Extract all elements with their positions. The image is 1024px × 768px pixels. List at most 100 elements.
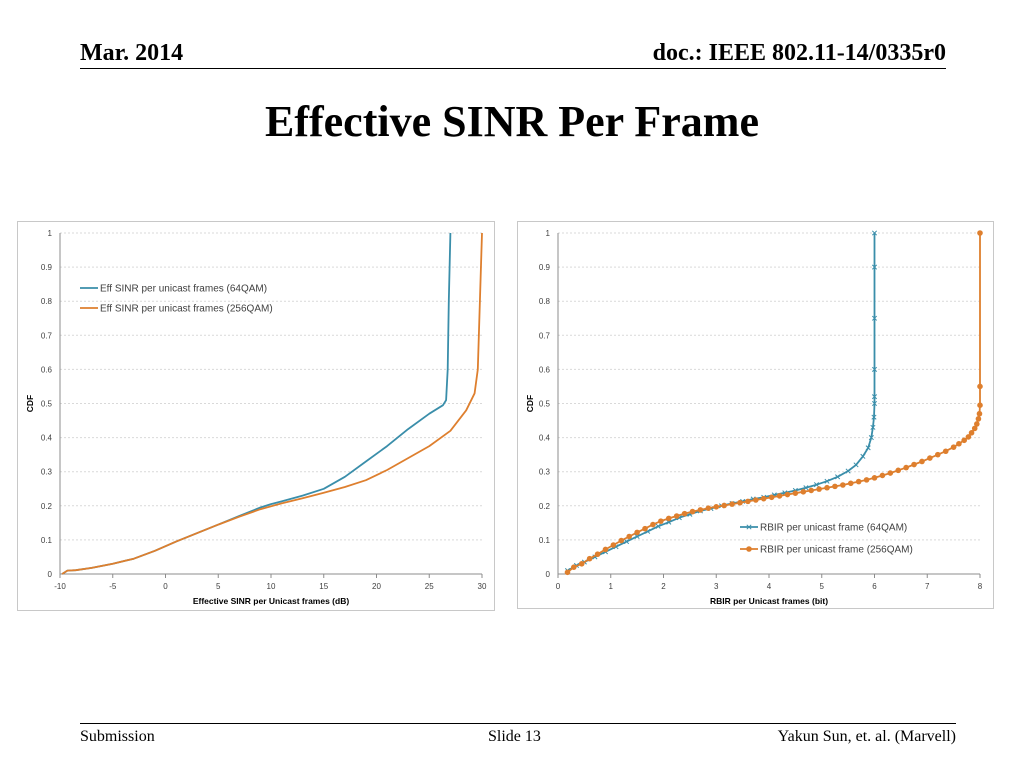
legend-label-2: RBIR per unicast frame (256QAM) <box>760 545 913 556</box>
y-tick-label: 1 <box>48 229 53 238</box>
data-point <box>942 448 949 455</box>
x-tick-label: 7 <box>925 582 930 591</box>
chart-sinr-svg: 0 0.1 0.2 0.3 0.4 0.5 0.6 0.7 0.8 0.9 1 -10 -5 0 5 10 15… <box>25 229 487 606</box>
data-point <box>845 468 851 474</box>
data-point <box>803 485 809 491</box>
data-point <box>571 564 577 570</box>
data-point <box>870 424 876 430</box>
y-tick-label: 0.3 <box>539 468 551 477</box>
data-point <box>618 537 625 544</box>
x-tick-label: 30 <box>478 582 487 591</box>
y-tick-label: 0.5 <box>539 400 551 409</box>
data-point <box>776 493 783 499</box>
series-line-2 <box>61 232 483 575</box>
y-tick-label: 1 <box>546 229 551 238</box>
y-tick-label: 0.5 <box>41 400 53 409</box>
x-tick-label: 6 <box>872 582 877 591</box>
data-point <box>578 560 585 567</box>
data-point <box>586 555 593 562</box>
y-tick-label: 0.2 <box>41 502 53 511</box>
x-axis-title: RBIR per Unicast frames (bit) <box>710 596 828 606</box>
data-point <box>865 445 871 451</box>
chart-rbir: 0 0.1 0.2 0.3 0.4 0.5 0.6 0.7 0.8 0.9 1 0 1 2 3 4 5 6 7 8 RB… <box>517 221 994 609</box>
data-point <box>975 416 982 422</box>
data-point <box>681 510 688 517</box>
data-point <box>624 539 630 545</box>
x-tick-label: 2 <box>661 582 666 591</box>
data-point <box>800 489 807 495</box>
footer-rule <box>80 723 956 724</box>
data-point <box>935 451 941 458</box>
data-point <box>689 508 696 515</box>
y-tick-label: 0.9 <box>41 263 53 272</box>
y-tick-label: 0.7 <box>539 331 551 340</box>
data-point <box>697 507 704 513</box>
series-line-1 <box>567 233 876 572</box>
data-point <box>871 264 878 270</box>
data-point <box>968 430 975 436</box>
data-point <box>655 523 661 529</box>
data-point <box>673 513 680 519</box>
slide-date: Mar. 2014 <box>80 40 184 66</box>
data-point <box>665 515 672 522</box>
y-axis-title: CDF <box>25 395 35 412</box>
data-point <box>594 551 601 558</box>
legend-label-2: Eff SINR per unicast frames (256QAM) <box>100 304 273 315</box>
data-point <box>564 569 571 576</box>
data-point <box>745 498 751 505</box>
header-rule <box>80 68 946 69</box>
data-point <box>871 475 878 481</box>
x-axis-title: Effective SINR per Unicast frames (dB) <box>193 596 350 606</box>
data-point <box>956 440 962 447</box>
data-point <box>860 453 866 459</box>
legend-marker <box>746 524 752 530</box>
y-tick-label: 0.2 <box>539 502 551 511</box>
data-point <box>863 477 870 483</box>
y-tick-label: 0.1 <box>41 536 53 545</box>
data-point <box>824 478 830 484</box>
data-point <box>871 400 878 407</box>
data-point <box>871 394 878 400</box>
data-point <box>950 444 957 450</box>
legend-label-1: RBIR per unicast frame (64QAM) <box>760 523 907 534</box>
x-tick-label: 4 <box>767 582 772 591</box>
data-point <box>650 521 656 528</box>
data-point <box>602 546 609 553</box>
data-point <box>808 487 814 494</box>
series-line-2 <box>566 233 981 573</box>
data-point <box>737 499 743 506</box>
legend-label-1: Eff SINR per unicast frames (64QAM) <box>100 284 267 295</box>
footer-submission: Submission <box>80 728 155 745</box>
y-tick-label: 0.3 <box>41 468 53 477</box>
x-tick-label: 1 <box>609 582 614 591</box>
data-point <box>824 484 830 491</box>
data-point <box>713 504 720 510</box>
data-point <box>721 502 727 509</box>
y-axis-title: CDF <box>525 395 535 412</box>
data-point <box>847 480 854 487</box>
x-tick-label: 0 <box>556 582 561 591</box>
y-tick-label: 0 <box>546 570 551 579</box>
data-point <box>871 414 877 420</box>
x-tick-label: 20 <box>372 582 381 591</box>
x-tick-label: -10 <box>54 582 66 591</box>
data-point <box>658 518 664 524</box>
data-point <box>813 482 820 488</box>
data-point <box>855 478 862 485</box>
x-tick-label: 0 <box>163 582 168 591</box>
x-tick-label: 5 <box>820 582 825 591</box>
data-point <box>911 461 917 468</box>
data-point <box>610 542 617 548</box>
y-tick-label: 0.7 <box>41 331 53 340</box>
y-tick-label: 0.6 <box>41 365 53 374</box>
data-point <box>816 486 822 492</box>
y-tick-label: 0.8 <box>539 297 551 306</box>
doc-id: doc.: IEEE 802.11-14/0335r0 <box>652 40 946 66</box>
data-point <box>871 366 878 372</box>
y-tick-label: 0.1 <box>539 536 551 545</box>
data-point <box>792 490 799 496</box>
x-tick-label: 25 <box>425 582 434 591</box>
data-point <box>642 525 648 532</box>
data-point <box>965 434 972 440</box>
chart-rbir-svg: 0 0.1 0.2 0.3 0.4 0.5 0.6 0.7 0.8 0.9 1 0 1 2 3 4 5 6 7 8 RB… <box>525 229 983 606</box>
